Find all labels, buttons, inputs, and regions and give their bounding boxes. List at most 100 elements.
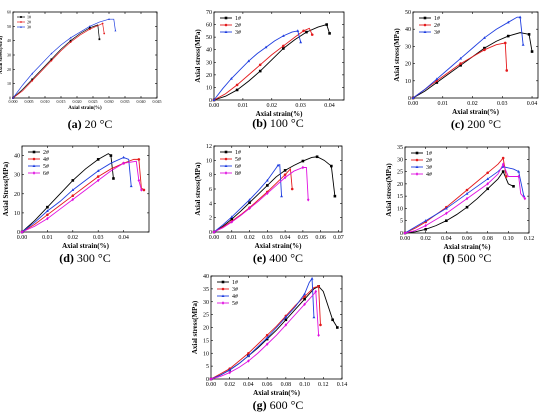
- legend-entry: 5#: [235, 157, 241, 163]
- data-point: [290, 187, 294, 191]
- y-tick-label: 40: [7, 38, 11, 43]
- data-point: [483, 46, 486, 50]
- series-2-line: [403, 156, 508, 235]
- legend-marker: [224, 30, 228, 34]
- x-tick-label: 0.06: [262, 382, 273, 388]
- data-point: [302, 29, 305, 33]
- data-point: [137, 158, 141, 161]
- x-tick-label: 0.00: [209, 235, 220, 241]
- legend-marker: [415, 165, 419, 169]
- panel-caption-letter: (g): [253, 398, 267, 412]
- data-point: [247, 359, 250, 363]
- legend-marker: [32, 157, 36, 161]
- y-tick-label: 0: [400, 231, 403, 237]
- data-point: [283, 173, 287, 176]
- y-tick-label: 30: [203, 300, 209, 306]
- y-tick-label: 5: [400, 219, 403, 225]
- y-tick-label: 0: [408, 96, 411, 102]
- legend-entry: 1#: [235, 16, 241, 22]
- y-tick-label: 40: [203, 274, 209, 280]
- series-3-line: [411, 15, 525, 100]
- series-6-line: [20, 160, 143, 234]
- data-point: [283, 169, 287, 172]
- legend-entry: 1#: [434, 16, 440, 22]
- data-point: [71, 194, 75, 197]
- legend-entry: 3#: [232, 287, 238, 293]
- data-point: [518, 15, 522, 19]
- data-point: [336, 326, 339, 329]
- y-tick-label: 8: [209, 173, 212, 179]
- data-point: [142, 188, 146, 192]
- data-point: [230, 220, 234, 224]
- data-point: [319, 323, 322, 327]
- data-point: [69, 39, 72, 42]
- x-tick-label: 0.02: [267, 103, 278, 109]
- data-point: [504, 175, 508, 178]
- x-tick-label: 0.00: [17, 235, 28, 241]
- series-path: [21, 158, 145, 233]
- data-point: [459, 56, 463, 60]
- data-point: [258, 63, 262, 67]
- series-2-line: [12, 22, 106, 99]
- legend-marker: [423, 16, 427, 20]
- legend-marker: [20, 21, 22, 23]
- data-point: [265, 342, 269, 346]
- y-tick-label: 50: [405, 10, 411, 16]
- y-tick-label: 10: [14, 211, 20, 217]
- panel-caption: (e) 400 °C: [253, 251, 303, 265]
- x-tick-label: 0.03: [497, 101, 508, 107]
- data-point: [88, 28, 91, 31]
- y-tick-label: 20: [397, 182, 403, 188]
- y-tick-label: 20: [405, 62, 411, 68]
- series-3-line: [212, 29, 303, 102]
- panel-caption-temperature: 200 °C: [464, 117, 501, 131]
- data-point: [465, 196, 469, 201]
- y-tick-label: 0: [209, 230, 212, 236]
- data-point: [512, 185, 515, 188]
- data-point: [465, 192, 469, 195]
- legend-marker: [224, 150, 228, 154]
- data-point: [265, 337, 269, 341]
- data-point: [246, 354, 250, 357]
- data-point: [265, 336, 269, 339]
- data-point: [459, 62, 462, 65]
- x-tick-label: 0.000: [9, 99, 18, 104]
- y-tick-label: 30: [397, 157, 403, 163]
- data-point: [445, 219, 448, 223]
- y-tick-label: 0: [206, 377, 209, 383]
- y-tick-label: 25: [203, 313, 209, 319]
- data-point: [282, 44, 285, 48]
- data-point: [301, 159, 305, 163]
- data-point: [264, 45, 268, 49]
- series-4-line: [209, 277, 316, 381]
- data-point: [96, 175, 100, 178]
- data-point: [20, 230, 24, 234]
- chart-panel-f: 0.00 0.02 0.04 0.06 0.08 0.10 0.12 0 5 10 15 20 25 30…: [385, 145, 534, 265]
- legend-marker: [224, 157, 228, 161]
- series-5-line: [209, 289, 320, 381]
- data-point: [69, 41, 72, 43]
- data-point: [523, 196, 527, 201]
- series-6-line: [212, 163, 283, 234]
- x-axis-label: Axial strain(%): [444, 243, 492, 251]
- y-axis-label: Axial stress(MPa): [385, 163, 393, 217]
- data-point: [501, 170, 505, 173]
- data-point: [46, 216, 49, 221]
- data-point: [306, 198, 310, 202]
- series-path: [213, 30, 302, 101]
- legend-marker: [423, 23, 427, 27]
- data-point: [230, 215, 234, 218]
- x-tick-label: 0.03: [93, 235, 104, 241]
- panel-caption-letter: (e): [253, 251, 266, 265]
- data-point: [424, 219, 428, 222]
- legend-marker: [221, 280, 225, 284]
- legend-entry: 6#: [43, 171, 49, 177]
- legend-entry: 5#: [232, 301, 238, 307]
- data-point: [312, 315, 316, 319]
- data-point: [521, 43, 525, 46]
- y-tick-label: 30: [206, 60, 212, 66]
- chart-panel-a: 0.000 0.005 0.010 0.015 0.020 0.025 0.030 0.035…: [0, 10, 162, 132]
- data-point: [235, 83, 239, 87]
- y-tick-label: 40: [14, 154, 20, 160]
- series-8-line: [212, 165, 310, 234]
